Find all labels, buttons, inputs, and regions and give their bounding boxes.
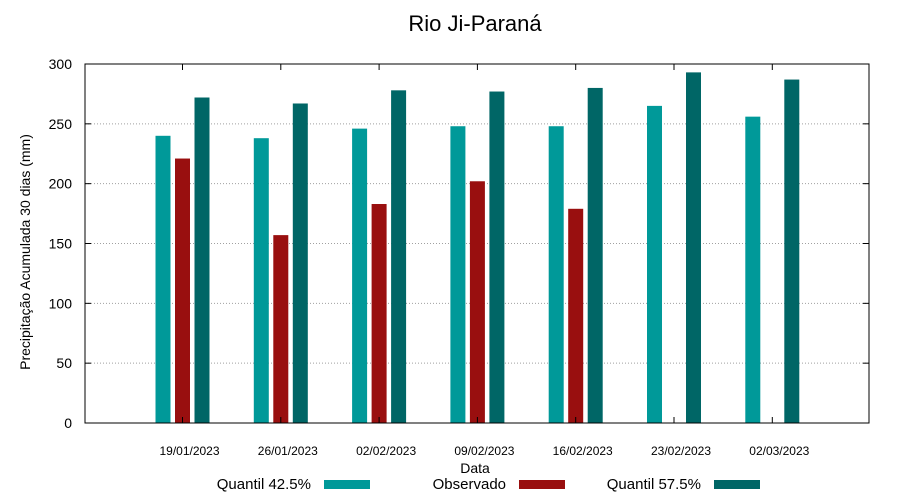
x-tick-label: 16/02/2023	[553, 444, 613, 458]
bar	[647, 105, 662, 423]
x-tick-label: 26/01/2023	[258, 444, 318, 458]
bar	[489, 91, 505, 424]
bar	[469, 181, 485, 423]
bar	[686, 72, 701, 424]
y-tick-label: 150	[49, 236, 73, 252]
y-tick-label: 200	[49, 176, 73, 192]
bar	[568, 208, 584, 423]
y-axis-label: Precipitação Acumulada 30 dias (mm)	[17, 134, 33, 370]
x-tick-label: 02/03/2023	[749, 444, 809, 458]
legend-label: Observado	[433, 476, 506, 493]
bar	[450, 126, 466, 423]
legend-swatch	[714, 480, 760, 489]
chart-title: Rio Ji-Paraná	[408, 11, 542, 36]
y-tick-label: 100	[49, 295, 73, 311]
x-tick-label: 23/02/2023	[651, 444, 711, 458]
legend: Quantil 42.5% Observado Quantil 57.5%	[217, 476, 760, 493]
bar	[371, 204, 387, 423]
x-axis-label: Data	[460, 460, 490, 476]
x-tick-label: 09/02/2023	[454, 444, 514, 458]
x-axis-ticks: 19/01/2023 26/01/2023 02/02/2023 09/02/2023…	[159, 64, 810, 458]
legend-swatch	[324, 480, 370, 489]
legend-label: Quantil 57.5%	[607, 476, 701, 493]
bar	[155, 135, 171, 424]
bar	[784, 79, 800, 423]
y-tick-label: 50	[56, 355, 72, 371]
bar	[352, 128, 368, 423]
y-axis-ticks: 0 50 100 150 200 250 300	[49, 56, 869, 431]
bar	[253, 138, 269, 423]
bar	[548, 126, 564, 423]
bar	[391, 90, 407, 424]
bar	[587, 87, 603, 423]
legend-swatch	[519, 480, 565, 489]
bar	[194, 97, 210, 424]
x-tick-label: 02/02/2023	[356, 444, 416, 458]
y-tick-label: 250	[49, 116, 73, 132]
bar	[292, 103, 308, 424]
bar	[175, 158, 190, 423]
y-tick-label: 0	[64, 415, 72, 431]
bar	[273, 235, 289, 423]
x-tick-label: 19/01/2023	[159, 444, 219, 458]
bar	[745, 116, 761, 424]
legend-label: Quantil 42.5%	[217, 476, 311, 493]
bars-layer	[155, 72, 800, 424]
y-tick-label: 300	[49, 56, 73, 72]
